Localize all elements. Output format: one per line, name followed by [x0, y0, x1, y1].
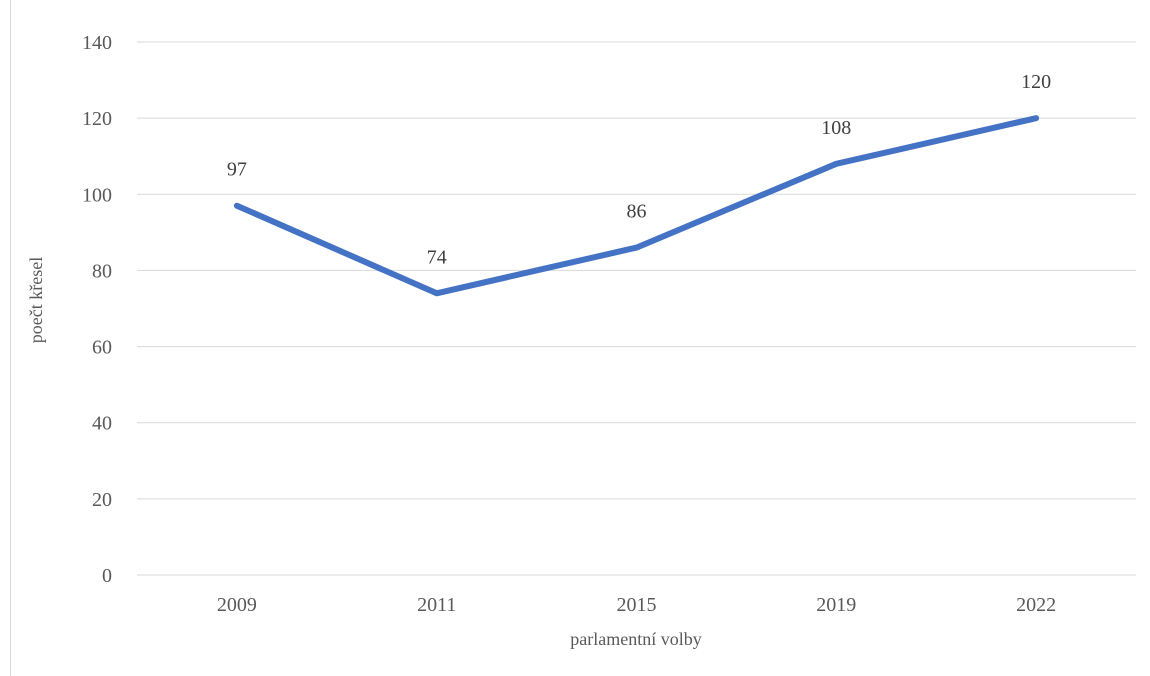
x-tick-label: 2009 [217, 594, 257, 616]
y-tick-label: 40 [92, 413, 112, 435]
y-tick-label: 20 [92, 489, 112, 511]
chart-frame [10, 0, 1140, 676]
y-axis-label: poečt křesel [26, 257, 46, 343]
data-label: 86 [627, 201, 647, 223]
series-layer [233, 115, 1040, 297]
data-label: 120 [1021, 71, 1051, 93]
y-tick-label: 100 [82, 184, 112, 206]
x-axis-label: parlamentní volby [570, 629, 701, 649]
x-tick-label: 2022 [1016, 594, 1056, 616]
data-label: 108 [821, 117, 851, 139]
gridlines [137, 41, 1136, 576]
y-tick-label: 120 [82, 108, 112, 130]
y-tick-label: 80 [92, 260, 112, 282]
data-labels: 97 74 86 108 120 [227, 71, 1051, 268]
y-tick-label: 0 [102, 565, 112, 587]
x-tick-label: 2015 [617, 594, 657, 616]
x-tick-label: 2011 [417, 594, 456, 616]
data-label: 74 [427, 246, 447, 268]
y-tick-label: 140 [82, 32, 112, 54]
data-label: 97 [227, 159, 247, 181]
y-axis-ticks: 0 20 40 60 80 100 120 140 [82, 32, 112, 587]
y-tick-label: 60 [92, 337, 112, 359]
x-axis-ticks: 2009 2011 2015 2019 2022 [217, 594, 1056, 616]
x-tick-label: 2019 [816, 594, 856, 616]
